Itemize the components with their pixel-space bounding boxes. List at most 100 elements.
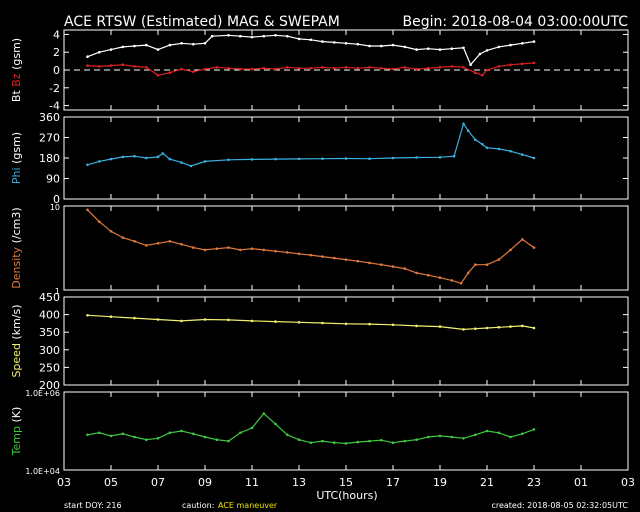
- temp-ytick-label: 1.0E+06: [25, 389, 60, 398]
- speed-point: [321, 321, 324, 325]
- speed-point: [133, 316, 136, 320]
- panel-mag: 4 2 0 -2 -4 Bt Bz (gsm): [10, 28, 629, 113]
- density-point: [391, 265, 395, 268]
- mag-ylabel: Bt Bz (gsm): [10, 38, 23, 102]
- begin-time-label: Begin: 2018-08-04 03:00:00UTC: [403, 14, 629, 30]
- phi-ylabel: Phi (gsm): [10, 132, 23, 184]
- temp-point: [380, 438, 383, 442]
- speed-point: [156, 318, 160, 321]
- density-point: [250, 247, 254, 250]
- panel-temp: 1.0E+06 1.0E+04 Temp (K): [10, 389, 629, 476]
- density-point: [532, 246, 536, 249]
- density-point: [145, 244, 148, 247]
- density-point: [109, 230, 113, 233]
- temp-point: [497, 431, 501, 435]
- temp-point: [521, 432, 524, 436]
- bt-point: [333, 41, 336, 44]
- phi-point: [368, 157, 371, 160]
- bt-point: [344, 42, 348, 45]
- temp-series-line: [87, 412, 535, 445]
- temp-point: [509, 435, 512, 439]
- caution-prefix: caution:: [182, 501, 214, 510]
- density-point: [239, 248, 242, 252]
- x-tick-label: 07: [151, 476, 165, 489]
- bz-point: [98, 65, 101, 68]
- phi-point: [156, 155, 160, 159]
- density-point: [497, 258, 501, 261]
- temp-point: [532, 428, 536, 431]
- phi-point: [180, 161, 183, 164]
- speed-point: [485, 326, 489, 330]
- speed-ytick-label: 300: [39, 344, 60, 357]
- bt-point: [509, 43, 512, 47]
- bt-point: [250, 35, 254, 39]
- bt-point: [391, 43, 395, 47]
- phi-point: [438, 156, 442, 159]
- bz-point: [239, 67, 242, 71]
- phi-point: [250, 158, 254, 161]
- density-point: [192, 246, 195, 249]
- x-tick-label: 19: [433, 476, 447, 489]
- bz-point: [168, 71, 172, 74]
- density-ylabel: Density (/cm3): [10, 207, 23, 288]
- bt-point: [145, 43, 148, 47]
- x-tick-label: 05: [104, 476, 118, 489]
- bz-point: [450, 65, 454, 68]
- temp-point: [227, 439, 230, 443]
- phi-ytick-label: 180: [39, 152, 60, 165]
- bt-point: [98, 50, 101, 54]
- density-point: [356, 259, 360, 263]
- x-tick-label: 23: [527, 476, 541, 489]
- density-point: [262, 248, 266, 252]
- temp-point: [356, 440, 360, 444]
- density-point: [438, 276, 442, 280]
- phi-series-line: [87, 122, 535, 167]
- phi-point: [344, 157, 348, 160]
- speed-point: [180, 319, 183, 323]
- bz-point: [474, 71, 477, 74]
- temp-point: [133, 435, 136, 439]
- density-point: [368, 261, 371, 265]
- density-frame: [63, 205, 629, 291]
- temp-frame: [63, 391, 629, 471]
- bt-point: [239, 34, 242, 38]
- x-tick-label: 15: [339, 476, 353, 489]
- phi-point: [189, 164, 193, 168]
- density-point: [203, 248, 207, 252]
- phi-ytick-label: 90: [46, 173, 60, 186]
- density-ytick-label: 10: [50, 203, 60, 212]
- phi-point: [391, 156, 395, 160]
- mag-ylabel-part: (gsm): [10, 38, 23, 74]
- bz-point: [250, 67, 254, 71]
- phi-point: [274, 157, 277, 161]
- temp-point: [344, 442, 348, 445]
- density-point: [403, 267, 407, 270]
- density-point: [485, 263, 489, 267]
- density-point: [168, 240, 172, 243]
- bz-point: [485, 68, 489, 72]
- title-group: ACE RTSW (Estimated) MAG & SWEPAM Begin:…: [64, 14, 628, 30]
- speed-point: [86, 314, 89, 317]
- bz-point: [356, 66, 360, 70]
- phi-point: [133, 154, 136, 158]
- temp-point: [391, 441, 395, 445]
- density-point: [121, 236, 125, 239]
- speed-ylabel: Speed (km/s): [10, 304, 23, 377]
- phi-point: [168, 157, 172, 161]
- bt-point: [192, 42, 195, 46]
- bz-point: [344, 66, 348, 69]
- bz-point: [333, 66, 336, 70]
- bz-point: [309, 66, 313, 70]
- density-point: [415, 271, 418, 275]
- density-point: [450, 279, 454, 282]
- density-point: [521, 238, 524, 241]
- phi-point: [415, 156, 418, 159]
- temp-point: [180, 429, 183, 433]
- bz-point: [497, 65, 501, 68]
- temp-ytick-label: 1.0E+04: [25, 467, 60, 476]
- bt-point: [156, 48, 160, 51]
- speed-point: [297, 321, 301, 324]
- bz-point: [321, 66, 324, 69]
- temp-point: [462, 437, 465, 440]
